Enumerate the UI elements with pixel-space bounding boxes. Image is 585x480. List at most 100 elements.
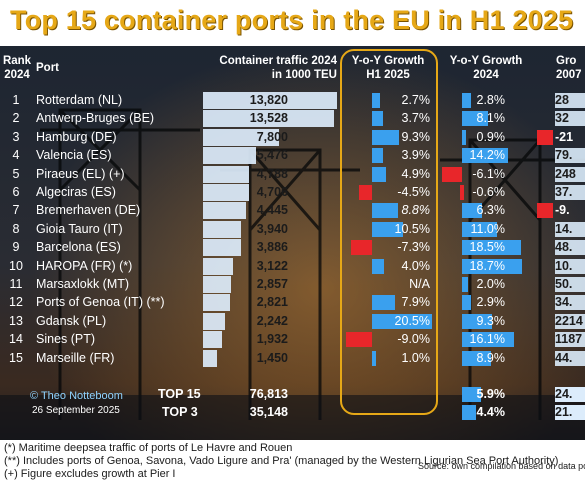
rank-cell: 4 [12, 148, 20, 163]
y2024-growth-bar [462, 221, 498, 237]
total-label: TOP 3 [162, 405, 198, 419]
g2007-growth-bar [537, 129, 553, 145]
traffic-bar [203, 165, 250, 183]
rank-cell: 8 [12, 221, 20, 236]
y2024-growth-bar [462, 111, 488, 127]
h1-growth-value: 4.9% [401, 166, 431, 181]
header-traffic-line2: in 1000 TEU [271, 69, 337, 81]
h1-growth-bar [345, 332, 372, 348]
source-note: Source: own compilation based on data po… [418, 461, 585, 471]
rank-cell: 10 [9, 258, 23, 273]
h1-growth-bar [372, 295, 396, 311]
total-y2024-bar [462, 405, 477, 420]
total-g2007-bar [555, 405, 585, 420]
header-traffic-line1: Container traffic 2024 [219, 55, 337, 67]
h1-growth-value: 3.9% [401, 148, 431, 163]
g2007-growth-bar [555, 332, 585, 348]
y2024-growth-value: 2.9% [476, 295, 506, 310]
y2024-growth-value: 11.0% [470, 221, 505, 236]
h1-growth-value: 8.8% [401, 203, 431, 218]
y2024-growth-bar [462, 129, 466, 145]
y2024-growth-bar [462, 258, 522, 274]
g2007-growth-bar [555, 148, 585, 164]
y2024-growth-value: 0.9% [476, 129, 506, 144]
g2007-growth-value: -21 [555, 129, 574, 144]
g2007-growth-bar [537, 203, 553, 219]
h1-growth-bar [350, 240, 372, 256]
y2024-growth-bar [462, 295, 472, 311]
h1-growth-value: 9.3% [401, 129, 431, 144]
g2007-growth-value: 1187 [555, 332, 583, 347]
traffic-value: 7,800 [256, 129, 288, 144]
h1-growth-bar [372, 258, 384, 274]
y2024-growth-bar [462, 350, 491, 366]
traffic-value: 4,445 [256, 203, 288, 218]
y2024-growth-value: 2.0% [476, 277, 506, 291]
traffic-bar [203, 128, 279, 146]
traffic-value: 3,940 [256, 221, 288, 236]
traffic-value: 5,476 [256, 148, 288, 163]
header-2024-line2: 2024 [473, 69, 499, 81]
rank-cell: 15 [9, 350, 23, 365]
header-h1-line1: Y-o-Y Growth [351, 55, 425, 67]
g2007-growth-value: 28 [555, 93, 569, 107]
traffic-bar [203, 349, 218, 367]
port-name: Rotterdam (NL) [36, 93, 123, 107]
footnotes-area [0, 440, 585, 480]
total-label: TOP 15 [158, 387, 201, 401]
h1-growth-value: 4.0% [401, 258, 431, 273]
h1-growth-bar [372, 166, 387, 182]
g2007-growth-value: 14. [555, 221, 573, 236]
traffic-bar [203, 239, 241, 257]
g2007-growth-value: 44. [555, 350, 573, 365]
header-growth-line1: Gro [556, 55, 577, 67]
traffic-bar [203, 147, 257, 165]
footnote-1: (*) Maritime deepsea traffic of ports of… [4, 442, 293, 454]
g2007-growth-bar [555, 258, 585, 274]
h1-growth-value: 3.7% [401, 111, 431, 126]
traffic-value: 4,706 [256, 185, 288, 199]
header-growth-line2: 2007 [556, 69, 582, 81]
port-name: Hamburg (DE) [36, 129, 117, 144]
y2024-growth-value: -6.1% [472, 166, 505, 181]
total-g2007-value: 21. [555, 405, 573, 419]
footnote-2: (**) Includes ports of Genoa, Savona, Va… [4, 455, 559, 467]
h1-growth-value: -9.0% [397, 332, 430, 347]
header-h1-2025: Y-o-Y Growth H1 2025 [342, 54, 434, 82]
g2007-growth-value: 50. [555, 277, 573, 291]
g2007-growth-bar [555, 221, 585, 237]
rank-cell: 9 [12, 240, 20, 255]
port-name: Ports of Genoa (IT) (**) [36, 295, 165, 310]
y2024-growth-bar [462, 148, 508, 164]
header-rank: Rank 2024 [2, 54, 32, 82]
traffic-bar [203, 202, 247, 220]
h1-growth-value: -4.5% [397, 185, 430, 199]
y2024-growth-bar [462, 277, 469, 292]
h1-growth-bar [372, 93, 380, 108]
rank-cell: 12 [9, 295, 23, 310]
port-name: Bremerhaven (DE) [36, 203, 141, 218]
total-y2024-value: 5.9% [476, 387, 506, 401]
header-2024: Y-o-Y Growth 2024 [438, 54, 534, 82]
h1-growth-bar [372, 148, 384, 164]
g2007-growth-value: 48. [555, 240, 573, 255]
h1-2025-highlight-frame [340, 49, 438, 415]
g2007-growth-value: -9. [555, 203, 570, 218]
header-port: Port [36, 62, 59, 74]
traffic-bar [203, 312, 225, 330]
h1-growth-bar [372, 350, 376, 366]
g2007-growth-value: 10. [555, 258, 573, 273]
g2007-growth-bar [555, 185, 585, 200]
y2024-growth-bar [462, 203, 483, 219]
traffic-bar [203, 276, 231, 293]
traffic-bar [203, 220, 242, 238]
total-y2024-bar [462, 387, 481, 402]
rank-cell: 5 [12, 166, 20, 181]
header-rank-line1: Rank [2, 55, 32, 67]
port-name: HAROPA (FR) (*) [36, 258, 133, 273]
h1-growth-bar [372, 313, 432, 329]
y2024-growth-bar [462, 240, 522, 256]
rank-cell: 13 [9, 313, 23, 328]
header-2024-line1: Y-o-Y Growth [449, 55, 523, 67]
